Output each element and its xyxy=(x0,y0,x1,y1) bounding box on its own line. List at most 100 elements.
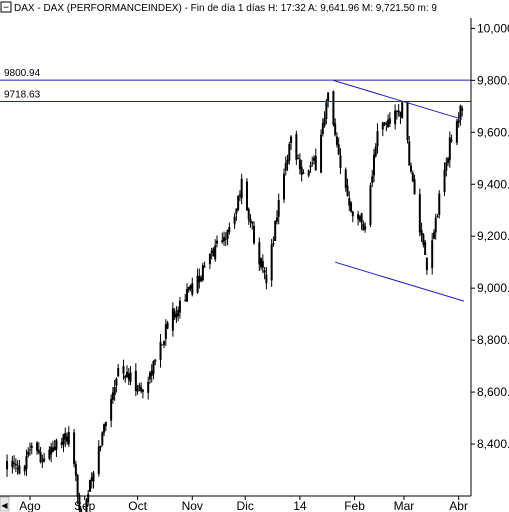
price-bar-body xyxy=(43,458,46,462)
price-bar-body xyxy=(260,258,263,268)
x-tick-label: Mar xyxy=(394,499,415,512)
price-bar-body xyxy=(124,375,127,379)
price-bar xyxy=(332,90,335,127)
price-bar-body xyxy=(99,445,102,448)
price-bar-body xyxy=(272,243,275,245)
price-bar xyxy=(127,368,130,386)
price-bar xyxy=(240,173,243,205)
price-bar-body xyxy=(78,495,81,510)
price-bar xyxy=(357,210,360,226)
price-bar-body xyxy=(51,447,54,452)
price-bar-body xyxy=(410,165,413,172)
plot-area[interactable]: 9800.94 9718.63 xyxy=(0,68,471,512)
price-bar xyxy=(136,384,139,395)
price-bar xyxy=(215,235,218,248)
price-bar-body xyxy=(147,381,150,393)
price-bar-body xyxy=(138,385,141,389)
price-bar-body xyxy=(161,344,164,346)
price-bar xyxy=(223,231,226,246)
x-tick-label: Sep xyxy=(74,499,96,512)
collapse-button[interactable] xyxy=(0,1,12,13)
price-bar-body xyxy=(173,311,176,318)
price-bar xyxy=(290,135,293,150)
price-bar xyxy=(358,215,361,223)
price-bar xyxy=(87,489,90,506)
price-bar xyxy=(62,433,65,453)
price-bar-body xyxy=(258,242,261,265)
x-tick-label: Ago xyxy=(19,499,41,512)
price-bar-body xyxy=(360,213,363,223)
price-bar-body xyxy=(445,162,448,171)
price-bar-body xyxy=(104,422,107,427)
price-bar xyxy=(196,268,199,294)
price-bar-body xyxy=(351,211,354,217)
price-bar xyxy=(134,363,137,397)
price-bar-body xyxy=(196,275,199,293)
chart-header-text: DAX - DAX (PERFORMANCEINDEX) - Fin de dí… xyxy=(14,3,437,14)
price-bar xyxy=(164,319,167,346)
price-bar-body xyxy=(224,238,227,240)
price-bar-body xyxy=(350,202,353,212)
price-bar-body xyxy=(237,195,240,210)
price-bar-body xyxy=(154,359,157,362)
price-bar-body xyxy=(201,265,204,281)
price-bar xyxy=(443,162,446,197)
header-bar: − DAX - DAX (PERFORMANCEINDEX) - Fin de … xyxy=(0,1,437,14)
price-bar xyxy=(350,200,353,213)
price-bar-body xyxy=(298,159,301,170)
price-bar xyxy=(101,431,104,447)
price-bar xyxy=(309,161,312,174)
price-bar-body xyxy=(394,110,397,125)
price-bar xyxy=(85,498,88,512)
price-bar xyxy=(126,365,129,378)
price-bar-body xyxy=(413,179,416,195)
price-bar xyxy=(372,148,375,183)
price-bar-body xyxy=(208,253,211,264)
price-bar xyxy=(150,364,153,383)
price-bar-body xyxy=(459,105,462,119)
price-bar-body xyxy=(141,389,144,392)
price-bar-body xyxy=(66,436,69,442)
price-bar-body xyxy=(191,283,194,295)
price-bar-body xyxy=(215,240,218,244)
price-bar xyxy=(53,439,56,451)
price-bar-body xyxy=(11,460,14,468)
x-axis: Ago Sep Oct Nov Dic 14 Feb Mar Abr xyxy=(19,496,468,512)
price-bar-body xyxy=(263,270,266,273)
price-bar-body xyxy=(323,118,326,126)
price-bar-body xyxy=(164,324,167,340)
y-tick-label: 9,800.00 xyxy=(477,73,509,87)
price-bar-body xyxy=(36,442,39,451)
price-bar-body xyxy=(175,314,178,318)
price-bar-body xyxy=(117,368,120,377)
price-bar xyxy=(274,220,277,242)
price-bar xyxy=(455,118,458,146)
price-bar xyxy=(97,440,100,477)
y-tick-label: 9,000.00 xyxy=(477,281,509,295)
price-bar xyxy=(411,170,414,183)
price-bar xyxy=(39,446,42,464)
price-bar-body xyxy=(387,119,390,128)
price-bar xyxy=(233,213,236,229)
price-bar-body xyxy=(265,274,268,284)
price-bar-body xyxy=(159,341,162,360)
price-bar xyxy=(25,449,28,476)
price-bar-body xyxy=(346,185,349,196)
price-bar xyxy=(447,156,450,166)
scroll-left-button[interactable]: ◀ xyxy=(0,496,10,512)
price-bar-body xyxy=(90,477,93,481)
price-bar xyxy=(395,110,398,120)
price-bar-body xyxy=(150,370,153,376)
price-bar-body xyxy=(166,322,169,329)
price-bar-body xyxy=(455,121,458,143)
price-bar xyxy=(147,376,150,400)
price-bar-body xyxy=(60,442,63,445)
x-tick-label: Nov xyxy=(182,499,203,512)
price-bar xyxy=(191,277,194,297)
price-bar xyxy=(224,232,227,247)
price-bar-body xyxy=(80,509,83,512)
price-bar xyxy=(171,302,174,337)
price-bar xyxy=(397,103,400,117)
price-bar xyxy=(337,137,340,156)
